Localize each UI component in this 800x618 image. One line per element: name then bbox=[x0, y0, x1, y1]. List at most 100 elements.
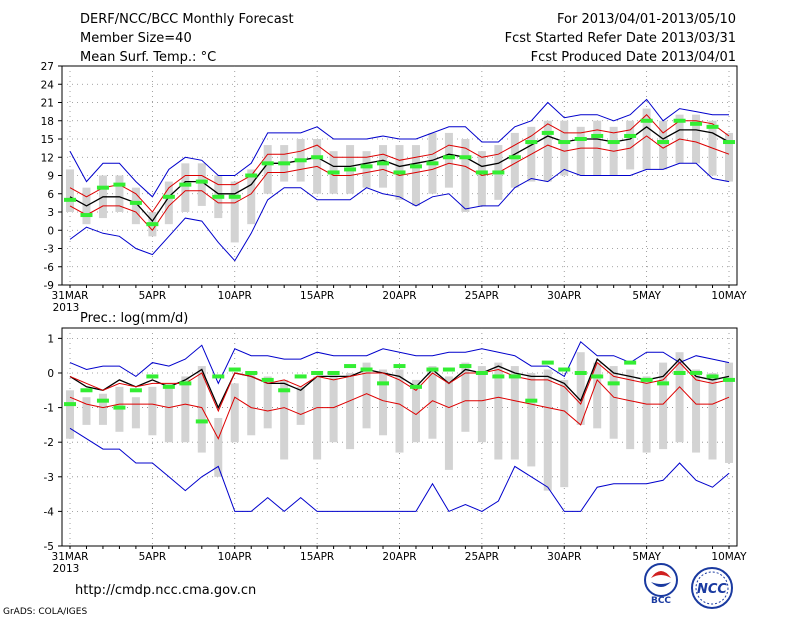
observed-marker bbox=[591, 133, 604, 138]
series-line-min bbox=[69, 162, 730, 262]
x-tick-label: 31MAR bbox=[52, 290, 89, 302]
observed-marker bbox=[640, 118, 653, 123]
spread-box bbox=[362, 362, 371, 429]
spread-box bbox=[379, 145, 388, 188]
y-tick-label: 3 bbox=[47, 207, 54, 219]
x-tick-label: 10MAY bbox=[711, 551, 747, 563]
y-tick-label: -9 bbox=[44, 280, 54, 292]
observed-marker bbox=[261, 161, 274, 166]
observed-marker bbox=[344, 364, 357, 369]
series-line-max bbox=[69, 98, 729, 198]
spread-box bbox=[131, 187, 140, 225]
spread-box bbox=[247, 169, 256, 225]
spread-box bbox=[230, 383, 239, 443]
spread-box bbox=[692, 114, 701, 164]
observed-marker bbox=[113, 182, 126, 187]
y-tick-label: 27 bbox=[41, 61, 54, 73]
x-tick-label: 5MAY bbox=[632, 290, 661, 302]
observed-marker bbox=[393, 170, 406, 175]
observed-marker bbox=[179, 182, 192, 187]
observed-marker bbox=[344, 167, 357, 172]
x-tick-label: 20APR bbox=[382, 551, 416, 563]
spread-box bbox=[494, 362, 503, 460]
observed-marker bbox=[129, 200, 142, 205]
x-tick-label: 25APR bbox=[465, 551, 499, 563]
observed-marker bbox=[525, 140, 538, 145]
spread-box bbox=[510, 132, 519, 188]
x-year-label: 2013 bbox=[53, 302, 80, 314]
observed-marker bbox=[492, 170, 505, 175]
footer-url: http://cmdp.ncc.cma.gov.cn bbox=[75, 583, 256, 598]
bcc-logo-red-swirl bbox=[651, 571, 671, 578]
x-tick-label: 15APR bbox=[300, 290, 334, 302]
x-tick-label: 10APR bbox=[218, 551, 252, 563]
y-tick-label: 6 bbox=[47, 189, 54, 201]
spread-box bbox=[543, 120, 552, 182]
observed-marker bbox=[96, 185, 109, 190]
observed-marker bbox=[624, 360, 637, 365]
observed-marker bbox=[409, 164, 422, 169]
bcc-logo: BCC bbox=[644, 563, 678, 606]
observed-marker bbox=[409, 384, 422, 389]
header-title: DERF/NCC/BCC Monthly Forecast bbox=[80, 12, 294, 27]
y-tick-label: 18 bbox=[41, 116, 54, 128]
observed-marker bbox=[657, 381, 670, 386]
spread-box bbox=[66, 390, 74, 439]
spread-box bbox=[230, 181, 239, 243]
spread-box bbox=[461, 139, 470, 212]
observed-marker bbox=[393, 364, 406, 369]
x-tick-label: 20APR bbox=[382, 290, 416, 302]
observed-marker bbox=[162, 194, 175, 199]
observed-marker bbox=[195, 179, 208, 184]
observed-marker bbox=[228, 367, 241, 372]
observed-marker bbox=[459, 364, 472, 369]
spread-box bbox=[263, 376, 272, 429]
spread-box bbox=[214, 417, 223, 477]
spread-box bbox=[444, 376, 453, 470]
x-tick-label: 5APR bbox=[139, 290, 167, 302]
observed-marker bbox=[723, 377, 735, 382]
spread-box bbox=[560, 120, 569, 176]
spread-box bbox=[593, 362, 602, 429]
observed-marker bbox=[558, 367, 571, 372]
observed-marker bbox=[426, 161, 439, 166]
observed-marker bbox=[607, 140, 620, 145]
observed-marker bbox=[558, 140, 571, 145]
observed-marker bbox=[706, 124, 719, 129]
spread-box bbox=[247, 372, 256, 436]
ncc-logo: NCC bbox=[691, 567, 733, 609]
header-started-refer: Fcst Started Refer Date 2013/03/31 bbox=[505, 31, 736, 46]
observed-marker bbox=[607, 381, 620, 386]
y-tick-label: 1 bbox=[47, 333, 54, 345]
observed-marker bbox=[146, 222, 159, 227]
observed-marker bbox=[212, 194, 225, 199]
y-tick-label: -4 bbox=[44, 506, 55, 518]
spread-box bbox=[725, 132, 733, 182]
observed-marker bbox=[690, 121, 703, 126]
spread-box bbox=[395, 369, 404, 453]
spread-box bbox=[115, 175, 124, 212]
observed-marker bbox=[245, 370, 258, 375]
spread-box bbox=[98, 393, 107, 425]
y-tick-label: -5 bbox=[44, 541, 54, 553]
series-line-lower bbox=[69, 378, 730, 440]
ncc-logo-inner-ring bbox=[695, 571, 729, 605]
observed-marker bbox=[508, 374, 521, 379]
precip-title: Prec.: log(mm/d) bbox=[80, 311, 188, 326]
observed-marker bbox=[80, 213, 93, 218]
spread-box bbox=[263, 145, 272, 194]
observed-marker bbox=[129, 388, 142, 393]
spread-box bbox=[692, 369, 701, 453]
x-tick-label: 5APR bbox=[139, 551, 167, 563]
observed-marker bbox=[673, 370, 686, 375]
ncc-logo-ring bbox=[691, 567, 733, 609]
observed-marker bbox=[377, 161, 390, 166]
observed-marker bbox=[574, 370, 587, 375]
y-tick-label: -6 bbox=[44, 262, 55, 274]
observed-marker bbox=[360, 367, 373, 372]
x-tick-label: 25APR bbox=[465, 290, 499, 302]
observed-marker bbox=[64, 197, 76, 202]
x-year-label: 2013 bbox=[53, 563, 80, 575]
observed-marker bbox=[706, 374, 719, 379]
